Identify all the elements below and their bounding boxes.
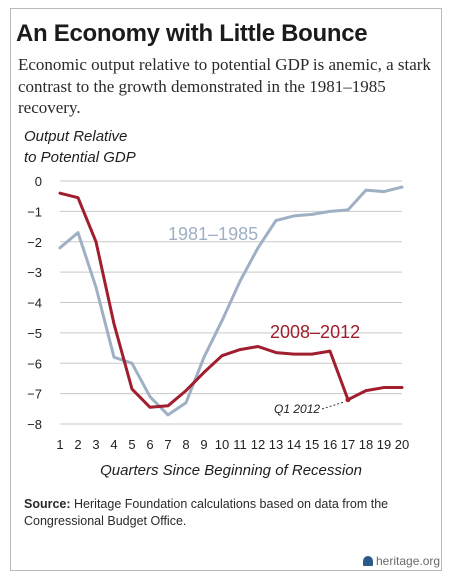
x-tick-label: 16 <box>323 437 337 452</box>
brand-text: heritage.org <box>376 554 441 568</box>
x-tick-label: 20 <box>395 437 409 452</box>
y-tick-label: −4 <box>27 296 42 311</box>
y-axis-label-line-1: Output Relative <box>24 128 128 145</box>
x-tick-label: 9 <box>200 437 207 452</box>
liberty-bell-icon <box>363 556 373 566</box>
x-tick-label: 18 <box>359 437 373 452</box>
x-tick-label: 12 <box>251 437 265 452</box>
series-line-1981-1985 <box>58 185 404 417</box>
x-tick-label: 11 <box>233 437 247 452</box>
y-tick-label: −3 <box>27 265 42 280</box>
series-line-2008-2012 <box>58 191 404 409</box>
series-label: 2008–2012 <box>270 322 360 342</box>
x-tick-label: 1 <box>56 437 63 452</box>
y-tick-label: −8 <box>27 417 42 432</box>
x-tick-label: 6 <box>146 437 153 452</box>
y-axis-label: Output Relative to Potential GDP <box>24 126 136 168</box>
x-tick-label: 5 <box>128 437 135 452</box>
x-tick-label: 3 <box>92 437 99 452</box>
x-tick-label: 7 <box>164 437 171 452</box>
y-tick-label: −2 <box>27 235 42 250</box>
source-note: Source: Heritage Foundation calculations… <box>24 496 424 530</box>
y-tick-label: −7 <box>27 387 42 402</box>
x-tick-label: 15 <box>305 437 319 452</box>
y-axis-label-line-2: to Potential GDP <box>24 149 136 166</box>
x-tick-label: 10 <box>215 437 229 452</box>
y-tick-label: 0 <box>35 174 42 189</box>
brand-mark[interactable]: heritage.org <box>363 554 440 568</box>
x-tick-label: 19 <box>377 437 391 452</box>
source-text: Heritage Foundation calculations based o… <box>24 497 389 528</box>
y-tick-label: −6 <box>27 356 42 371</box>
chart-title: An Economy with Little Bounce <box>16 20 368 47</box>
x-axis-title: Quarters Since Beginning of Recession <box>100 462 362 479</box>
annotation-point <box>345 397 351 403</box>
chart-subtitle: Economic output relative to potential GD… <box>18 55 431 117</box>
chart-frame <box>10 8 442 571</box>
annotation-leader <box>321 401 346 410</box>
y-tick-label: −1 <box>27 204 42 219</box>
x-tick-label: 13 <box>269 437 283 452</box>
x-tick-label: 8 <box>182 437 189 452</box>
y-tick-label: −5 <box>27 326 42 341</box>
source-label: Source: <box>24 497 71 511</box>
annotation-label: Q1 2012 <box>274 402 320 416</box>
series-label: 1981–1985 <box>168 224 258 244</box>
x-tick-label: 4 <box>110 437 117 452</box>
x-tick-label: 17 <box>341 437 355 452</box>
x-tick-label: 2 <box>74 437 81 452</box>
x-tick-label: 14 <box>287 437 301 452</box>
